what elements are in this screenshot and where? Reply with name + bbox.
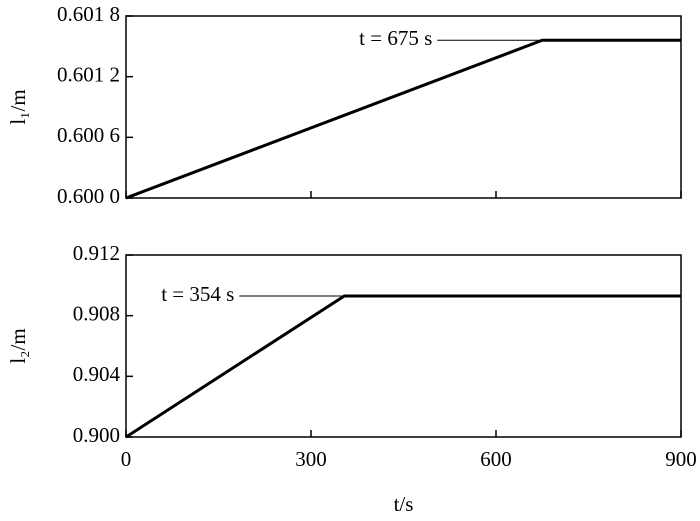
- x-tick-label: 0: [121, 447, 132, 471]
- data-line: [125, 38, 681, 200]
- annotation: t = 354 s: [161, 282, 234, 306]
- y-tick-label: 0.908: [73, 301, 120, 325]
- y-axis-label: l₂/m: [6, 328, 30, 363]
- x-axis-label: t/s: [394, 492, 414, 516]
- plot-frame: [125, 15, 682, 199]
- plot-frame: [125, 254, 682, 438]
- x-tick-label: 300: [295, 447, 327, 471]
- x-tick-label: 600: [480, 447, 512, 471]
- annotation: t = 675 s: [359, 26, 432, 50]
- data-line: [125, 294, 681, 439]
- y-tick-label: 0.601 8: [57, 2, 120, 26]
- y-tick-label: 0.601 2: [57, 62, 120, 86]
- y-tick-label: 0.600 6: [57, 123, 120, 147]
- y-tick-label: 0.912: [73, 241, 120, 265]
- y-axis-label: l₁/m: [6, 89, 30, 124]
- x-tick-label: 900: [665, 447, 697, 471]
- y-tick-label: 0.904: [73, 362, 121, 386]
- y-tick-label: 0.900: [73, 423, 120, 447]
- y-tick-label: 0.600 0: [57, 184, 120, 208]
